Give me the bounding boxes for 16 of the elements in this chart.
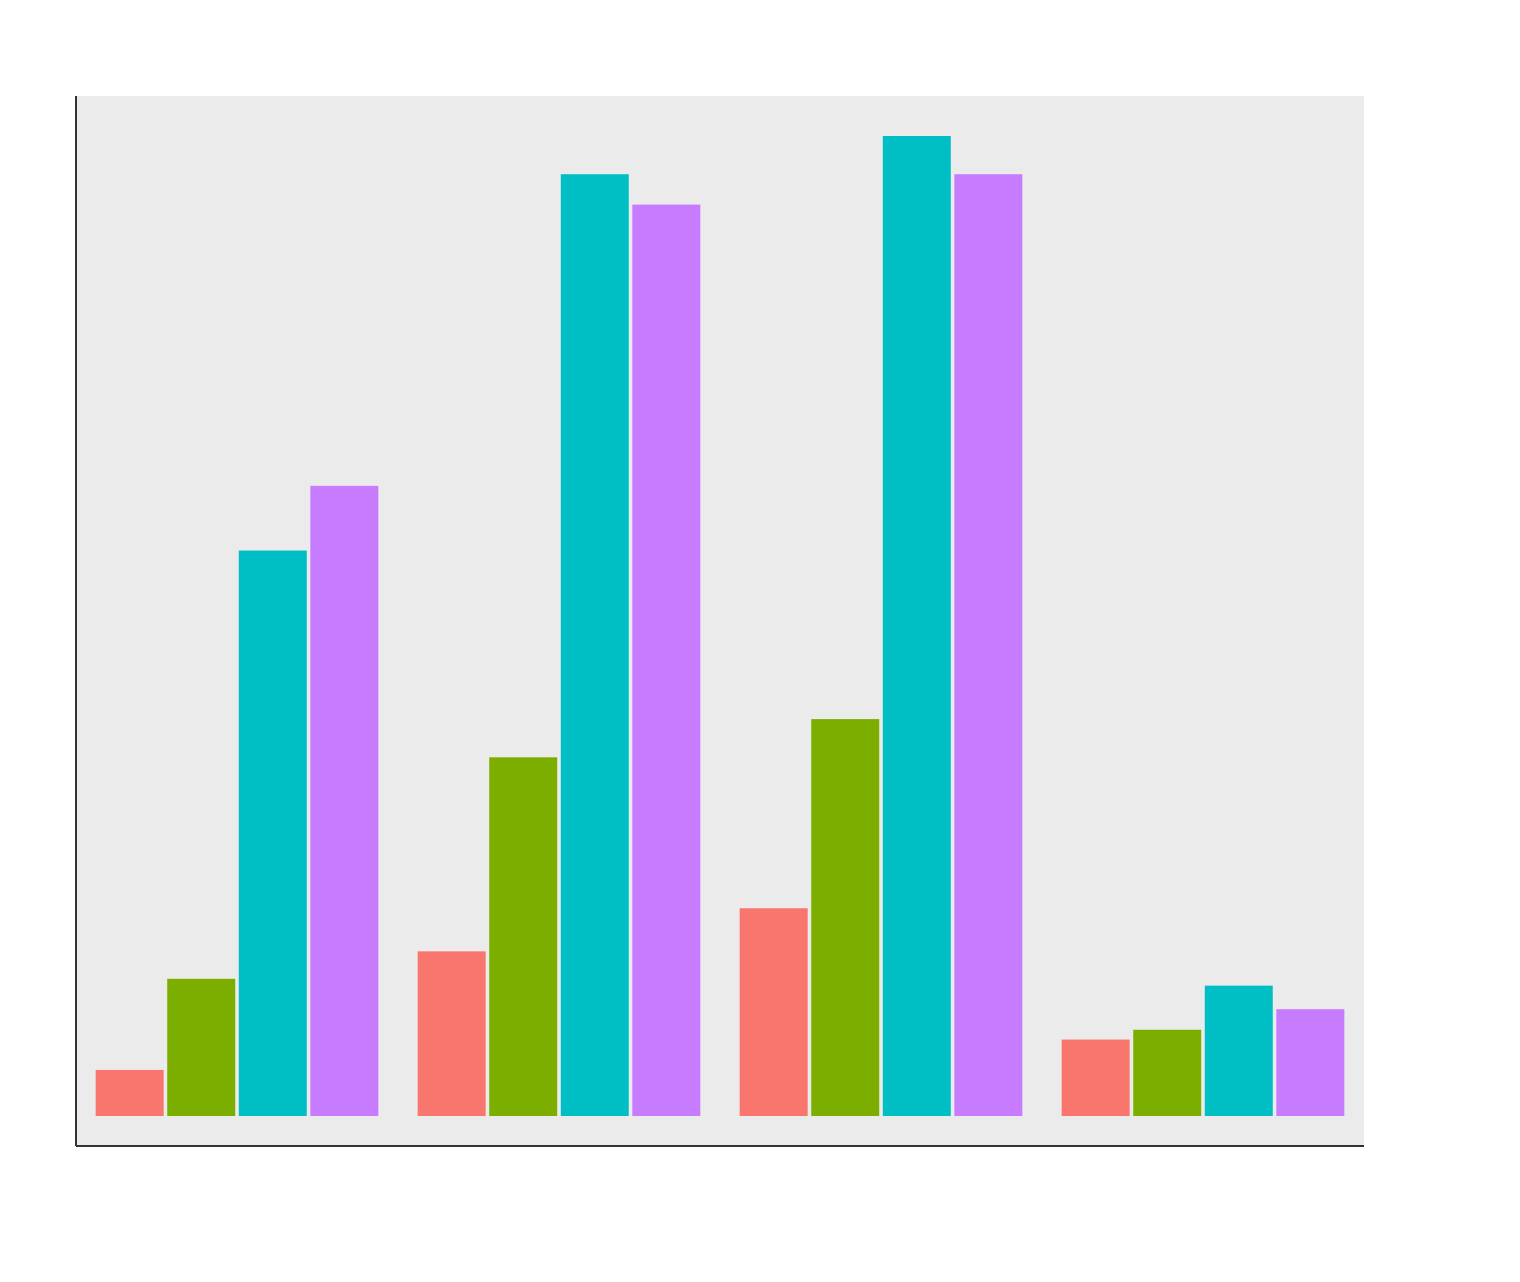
bar bbox=[238, 550, 307, 1116]
bar bbox=[811, 719, 880, 1116]
bar bbox=[739, 908, 808, 1116]
bar bbox=[1276, 1009, 1345, 1116]
bar bbox=[632, 204, 701, 1116]
bar bbox=[1204, 985, 1273, 1116]
bar bbox=[95, 1069, 164, 1116]
bar bbox=[167, 978, 236, 1116]
bar bbox=[560, 174, 629, 1116]
bar bbox=[882, 136, 951, 1116]
bar bbox=[417, 951, 486, 1116]
bar bbox=[1061, 1039, 1130, 1116]
bar bbox=[1133, 1029, 1202, 1116]
bar bbox=[310, 485, 379, 1116]
bar bbox=[489, 757, 558, 1116]
bar bbox=[954, 174, 1023, 1116]
